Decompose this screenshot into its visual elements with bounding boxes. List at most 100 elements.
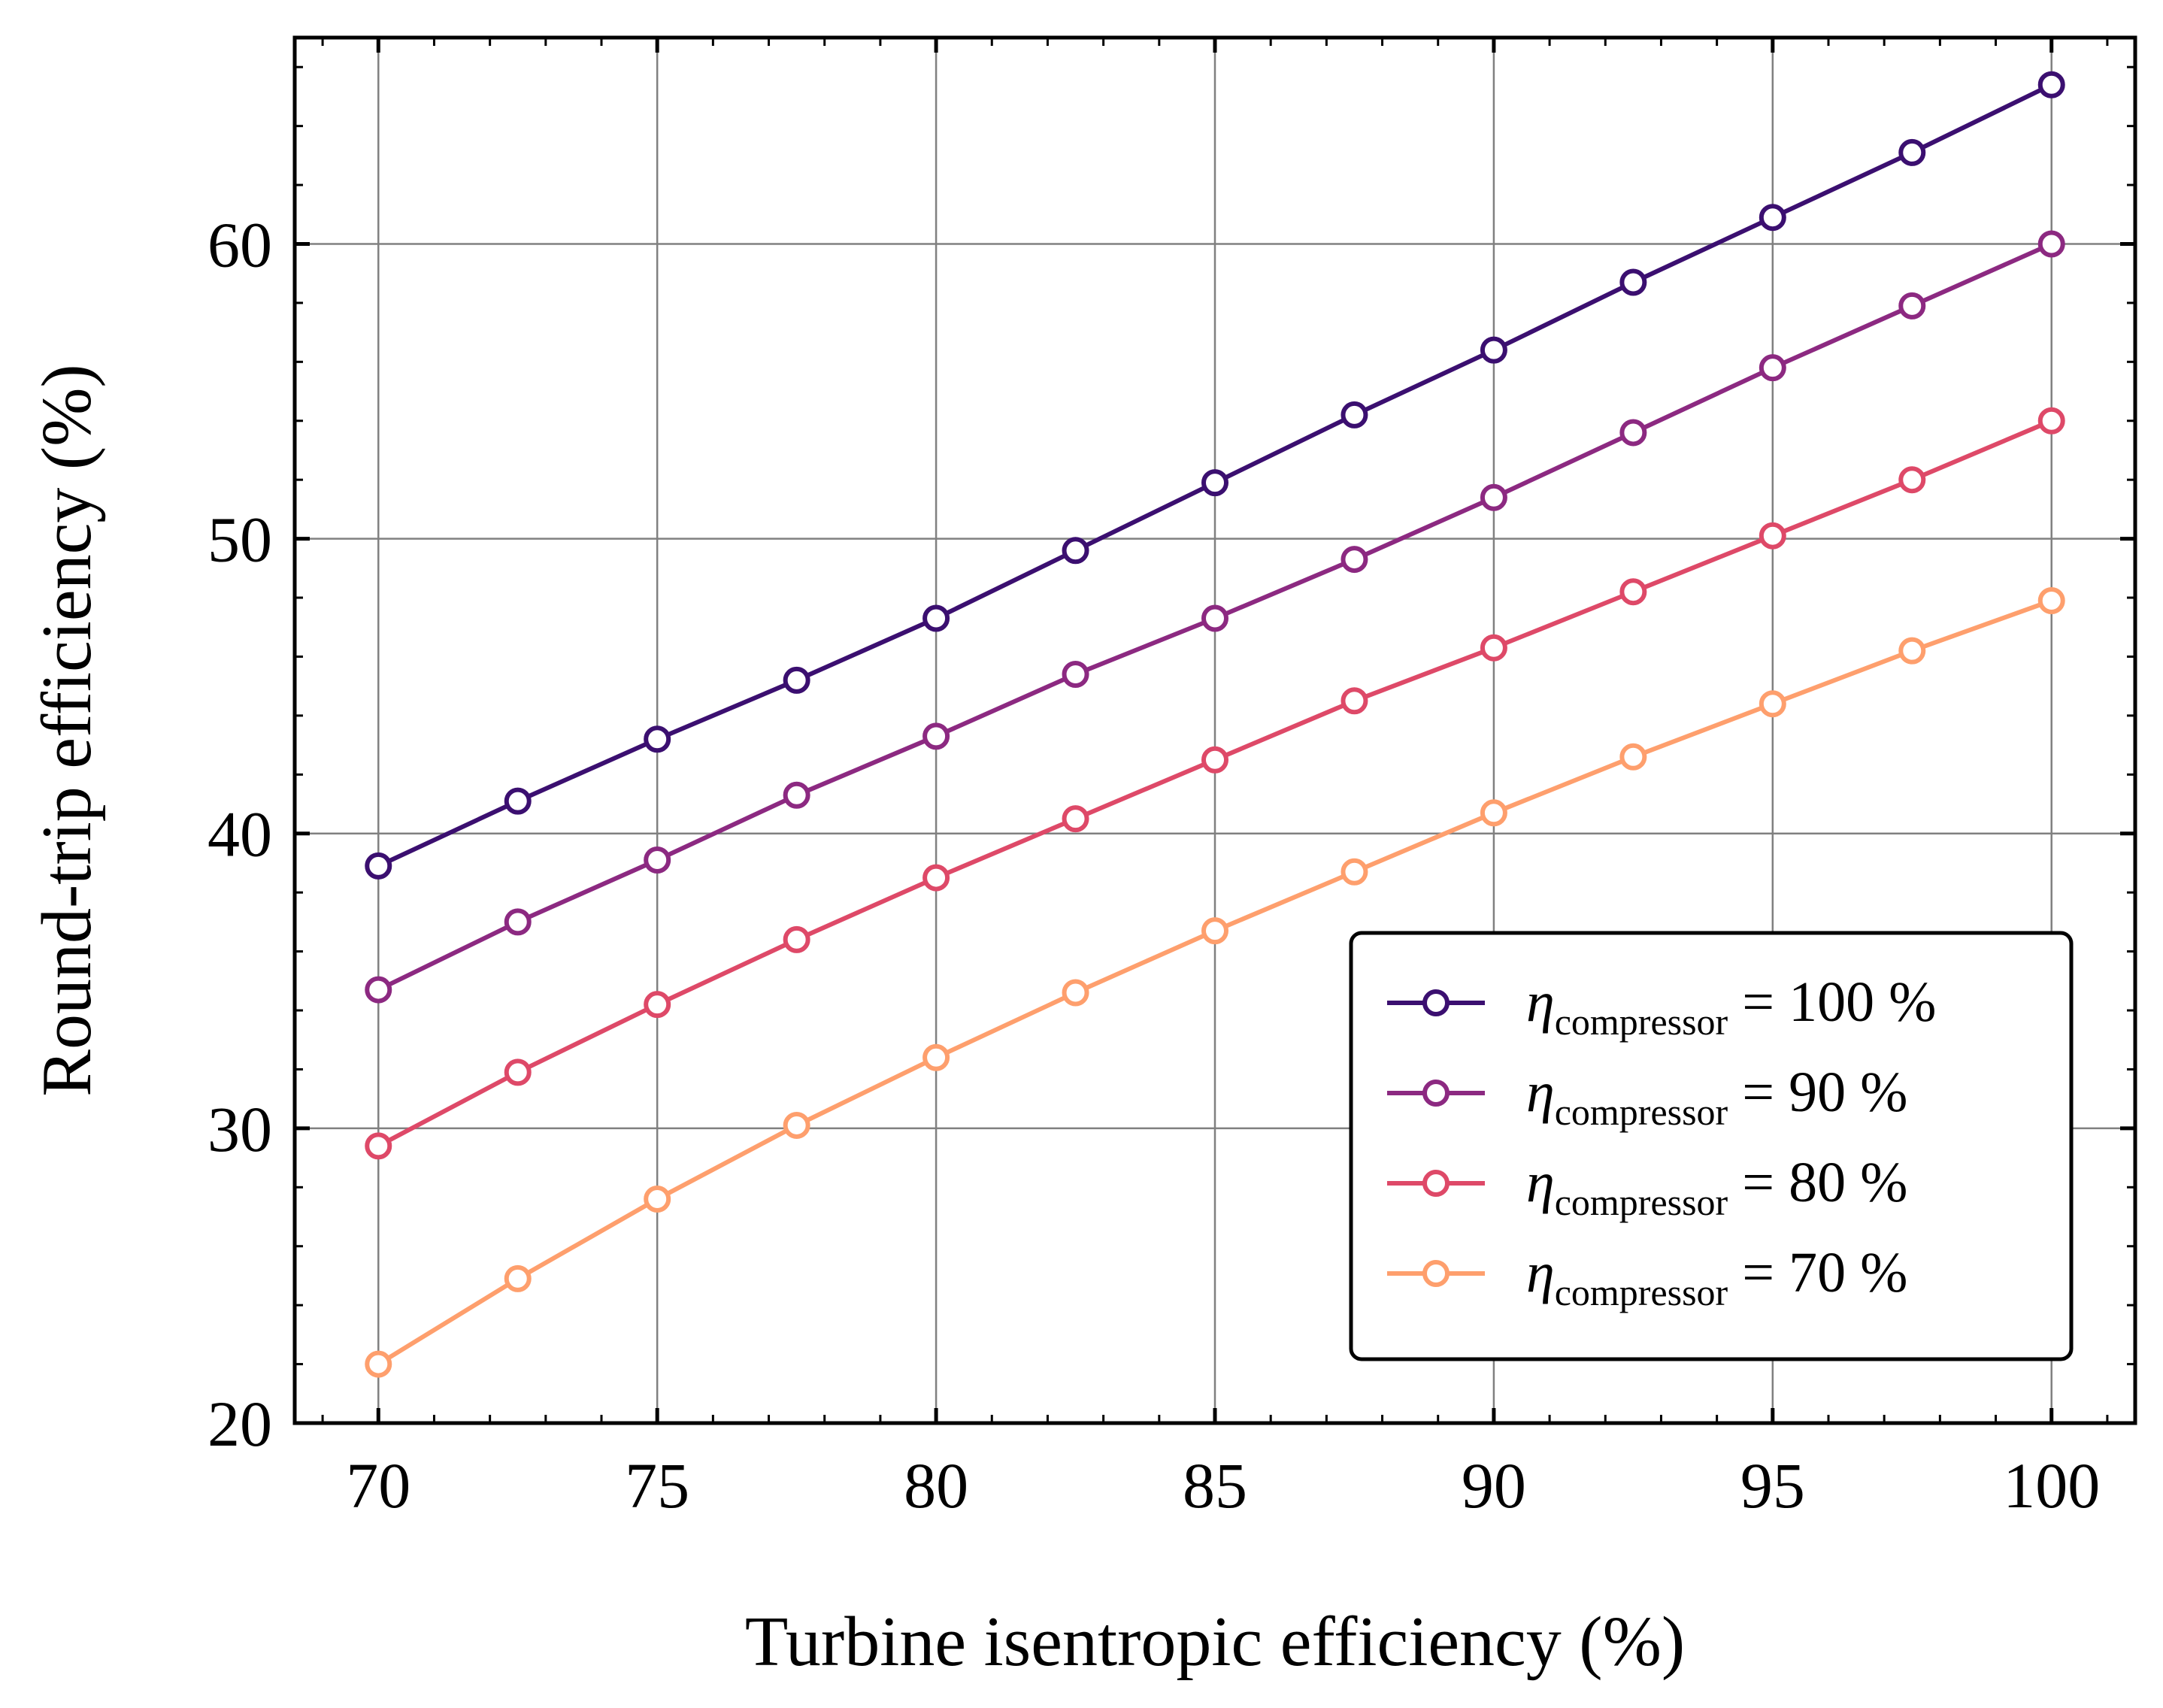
data-point bbox=[644, 725, 671, 753]
legend-value: = 70 % bbox=[1728, 1241, 1907, 1304]
data-point bbox=[504, 1058, 532, 1086]
data-point bbox=[1759, 204, 1786, 232]
legend-label: ηcompressor = 70 % bbox=[1526, 1241, 1907, 1313]
data-point bbox=[504, 908, 532, 936]
y-tick-label: 30 bbox=[208, 1093, 272, 1165]
y-tick-label: 60 bbox=[208, 208, 272, 280]
data-point bbox=[783, 925, 810, 953]
data-point bbox=[1898, 637, 1926, 665]
data-point bbox=[2037, 71, 2065, 98]
legend-box bbox=[1349, 931, 2074, 1361]
data-point bbox=[1341, 858, 1368, 886]
data-point bbox=[1480, 483, 1507, 511]
legend-marker bbox=[1422, 1260, 1450, 1287]
series-3 bbox=[365, 407, 2065, 1160]
series-1 bbox=[365, 71, 2065, 880]
x-tick-label: 85 bbox=[1183, 1449, 1247, 1522]
y-tick-label: 20 bbox=[208, 1388, 272, 1460]
data-point bbox=[783, 781, 810, 809]
legend-item: ηcompressor = 80 % bbox=[1387, 1151, 1907, 1223]
legend-symbol: η bbox=[1526, 1151, 1555, 1214]
data-point bbox=[504, 1264, 532, 1292]
data-point bbox=[922, 722, 950, 750]
y-axis-label: Round-trip efficiency (%) bbox=[28, 364, 106, 1096]
data-point bbox=[1480, 336, 1507, 364]
legend-symbol: η bbox=[1526, 1061, 1555, 1124]
data-point bbox=[1898, 466, 1926, 494]
data-point bbox=[1062, 660, 1089, 688]
series-lines bbox=[365, 71, 2065, 1378]
data-point bbox=[1480, 634, 1507, 662]
data-point bbox=[1619, 268, 1647, 296]
x-tick-label: 90 bbox=[1462, 1449, 1526, 1522]
y-tick-label: 50 bbox=[208, 504, 272, 576]
legend-subscript: compressor bbox=[1555, 1181, 1728, 1223]
legend-item: ηcompressor = 90 % bbox=[1387, 1061, 1907, 1133]
data-point bbox=[1619, 743, 1647, 771]
legend-value: = 80 % bbox=[1728, 1151, 1907, 1214]
data-point bbox=[2037, 230, 2065, 258]
x-tick-label: 70 bbox=[346, 1449, 410, 1522]
data-point bbox=[365, 1132, 392, 1160]
legend-value: = 100 % bbox=[1728, 971, 1936, 1034]
data-point bbox=[922, 864, 950, 892]
data-point bbox=[1759, 522, 1786, 550]
legend-marker bbox=[1422, 989, 1450, 1016]
data-point bbox=[1341, 546, 1368, 574]
data-point bbox=[783, 1111, 810, 1139]
legend-marker bbox=[1422, 1080, 1450, 1107]
legend: ηcompressor = 100 %ηcompressor = 90 %ηco… bbox=[1349, 931, 2074, 1361]
x-tick-label: 80 bbox=[904, 1449, 968, 1522]
tick-labels: 70 75 80 85 90 95 100 20 30 40 50 60 bbox=[208, 208, 2100, 1522]
legend-label: ηcompressor = 90 % bbox=[1526, 1061, 1907, 1133]
data-point bbox=[1201, 917, 1228, 945]
y-tick-label: 40 bbox=[208, 798, 272, 871]
legend-item: ηcompressor = 70 % bbox=[1387, 1241, 1907, 1313]
data-point bbox=[365, 852, 392, 880]
series-4 bbox=[365, 586, 2065, 1378]
data-point bbox=[365, 1350, 392, 1378]
data-point bbox=[1201, 469, 1228, 497]
data-point bbox=[644, 846, 671, 874]
data-point bbox=[1480, 799, 1507, 827]
data-point bbox=[1759, 354, 1786, 382]
legend-label: ηcompressor = 100 % bbox=[1526, 971, 1936, 1043]
legend-subscript: compressor bbox=[1555, 1001, 1728, 1043]
data-point bbox=[1062, 537, 1089, 565]
data-point bbox=[2037, 586, 2065, 614]
data-point bbox=[1759, 690, 1786, 718]
data-point bbox=[504, 787, 532, 815]
data-point bbox=[644, 991, 671, 1019]
data-point bbox=[365, 976, 392, 1004]
data-point bbox=[922, 604, 950, 632]
data-point bbox=[1341, 687, 1368, 715]
legend-subscript: compressor bbox=[1555, 1091, 1728, 1133]
plot-frame bbox=[292, 35, 2137, 1425]
data-point bbox=[1201, 746, 1228, 774]
x-tick-label: 100 bbox=[2003, 1449, 2100, 1522]
legend-label: ηcompressor = 80 % bbox=[1526, 1151, 1907, 1223]
data-point bbox=[1619, 578, 1647, 606]
x-tick-label: 95 bbox=[1740, 1449, 1805, 1522]
legend-marker bbox=[1422, 1170, 1450, 1197]
data-point bbox=[922, 1043, 950, 1071]
data-point bbox=[1898, 292, 1926, 319]
x-tick-label: 75 bbox=[625, 1449, 689, 1522]
data-point bbox=[1062, 805, 1089, 833]
legend-symbol: η bbox=[1526, 1241, 1555, 1304]
legend-value: = 90 % bbox=[1728, 1061, 1907, 1124]
x-axis-label: Turbine isentropic efficiency (%) bbox=[745, 1603, 1685, 1681]
data-point bbox=[644, 1185, 671, 1213]
data-point bbox=[2037, 407, 2065, 435]
legend-symbol: η bbox=[1526, 971, 1555, 1034]
data-point bbox=[1898, 138, 1926, 166]
data-point bbox=[1619, 419, 1647, 447]
legend-subscript: compressor bbox=[1555, 1271, 1728, 1313]
data-point bbox=[1341, 401, 1368, 429]
grid-lines bbox=[295, 38, 2135, 1425]
legend-item: ηcompressor = 100 % bbox=[1387, 971, 1936, 1043]
series-2 bbox=[365, 230, 2065, 1004]
data-point bbox=[783, 666, 810, 694]
data-point bbox=[1201, 604, 1228, 632]
